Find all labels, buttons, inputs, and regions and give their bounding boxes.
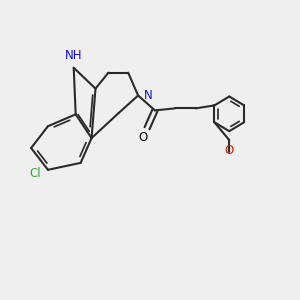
Text: NH: NH [65, 50, 82, 62]
Text: O: O [225, 144, 234, 157]
Text: Cl: Cl [30, 167, 41, 180]
Text: N: N [143, 89, 152, 102]
Text: O: O [139, 131, 148, 144]
